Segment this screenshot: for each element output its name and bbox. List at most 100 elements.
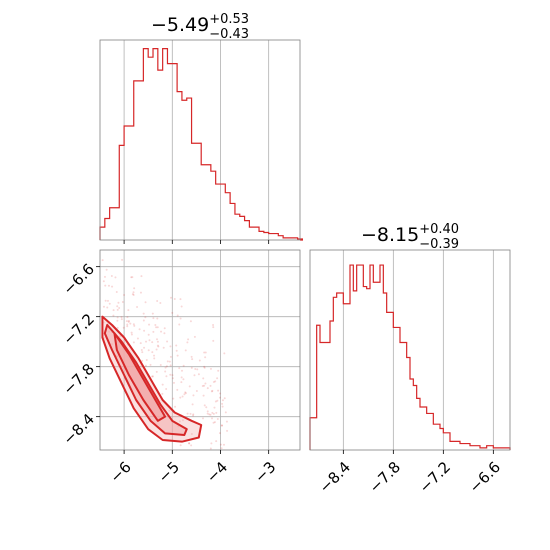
sample-point bbox=[179, 298, 182, 301]
sample-point bbox=[106, 299, 109, 302]
sample-point bbox=[212, 339, 215, 342]
sample-point bbox=[166, 360, 169, 363]
sample-point bbox=[152, 317, 155, 320]
sample-point bbox=[136, 306, 139, 309]
sample-point bbox=[141, 359, 144, 362]
sample-point bbox=[173, 298, 176, 301]
sample-point bbox=[175, 349, 178, 352]
sample-point bbox=[116, 319, 119, 322]
sample-point bbox=[212, 412, 215, 415]
sample-point bbox=[155, 370, 158, 373]
sample-point bbox=[192, 413, 195, 416]
sample-point bbox=[175, 344, 178, 347]
sample-point bbox=[120, 316, 123, 319]
sample-point bbox=[203, 351, 206, 354]
sample-point bbox=[226, 459, 228, 461]
sample-point bbox=[117, 301, 120, 304]
hist2-title: −8.15+0.40 bbox=[361, 222, 459, 246]
sample-point bbox=[205, 406, 208, 409]
sample-point bbox=[211, 389, 214, 392]
sample-point bbox=[219, 392, 222, 395]
sample-point bbox=[203, 366, 206, 369]
sample-point bbox=[155, 348, 158, 351]
sample-point bbox=[184, 349, 187, 352]
contour-xtick-label-3: −3 bbox=[251, 458, 279, 486]
sample-point bbox=[126, 316, 129, 319]
sample-point bbox=[206, 410, 209, 413]
sample-point bbox=[136, 337, 139, 340]
hist1-step-line bbox=[99, 48, 304, 241]
sample-point bbox=[121, 258, 124, 261]
sample-point bbox=[180, 305, 183, 308]
sample-point bbox=[224, 411, 227, 414]
sample-point bbox=[165, 375, 168, 378]
contour-ytick-label-3: −6.6 bbox=[60, 260, 98, 298]
sample-point bbox=[102, 305, 105, 308]
sample-point bbox=[118, 307, 121, 310]
sample-point bbox=[171, 311, 174, 314]
sample-point bbox=[126, 323, 129, 326]
sample-point bbox=[121, 301, 124, 304]
sample-point bbox=[106, 306, 109, 309]
sample-point bbox=[133, 324, 136, 327]
sample-point bbox=[132, 341, 135, 344]
sample-point bbox=[155, 326, 158, 329]
sample-point bbox=[164, 366, 167, 369]
sample-point bbox=[223, 397, 226, 400]
hist2-step-line bbox=[309, 264, 511, 450]
sample-point bbox=[147, 333, 150, 336]
sample-point bbox=[133, 287, 136, 290]
sample-point bbox=[183, 393, 186, 396]
sample-point bbox=[144, 316, 147, 319]
hist2-title-lower-error: −0.39 bbox=[419, 237, 459, 252]
hist1-frame bbox=[99, 39, 301, 241]
sample-point bbox=[212, 381, 215, 384]
sample-point bbox=[131, 293, 134, 296]
sample-point bbox=[122, 326, 125, 329]
sample-point bbox=[219, 443, 222, 446]
sample-point bbox=[211, 411, 214, 414]
sample-point bbox=[204, 382, 207, 385]
sample-point bbox=[215, 440, 218, 443]
sample-point bbox=[143, 329, 146, 332]
sample-point bbox=[127, 309, 130, 312]
sample-point bbox=[159, 364, 162, 367]
sample-point bbox=[139, 291, 142, 294]
sample-point bbox=[104, 299, 107, 302]
sample-point bbox=[190, 366, 193, 369]
sample-point bbox=[138, 328, 141, 331]
sample-point bbox=[196, 368, 199, 371]
contour-xtick-label-1: −5 bbox=[155, 458, 183, 486]
histogram-panel-2: −8.4 −7.8 −7.2 −6.6 −8.15+0.40−0.39 bbox=[309, 222, 511, 497]
sample-point bbox=[101, 259, 104, 262]
sample-point bbox=[194, 367, 197, 370]
sample-point bbox=[210, 390, 213, 393]
histogram-panel-1: −5.49+0.53−0.43 bbox=[99, 12, 304, 244]
sample-point bbox=[142, 319, 145, 322]
sample-point bbox=[188, 442, 191, 445]
sample-point bbox=[181, 369, 184, 372]
sample-point bbox=[212, 421, 215, 424]
sample-point bbox=[225, 420, 228, 423]
sample-point bbox=[151, 375, 154, 378]
contour-level-inner bbox=[113, 332, 167, 422]
sample-point bbox=[116, 326, 119, 329]
sample-point bbox=[169, 345, 172, 348]
contour-plot-area bbox=[101, 258, 229, 493]
sample-point bbox=[201, 385, 204, 388]
sample-point bbox=[182, 378, 185, 381]
sample-point bbox=[221, 399, 224, 402]
sample-point bbox=[190, 458, 192, 460]
sample-point bbox=[202, 377, 205, 380]
sample-point bbox=[132, 291, 135, 294]
sample-point bbox=[112, 309, 115, 312]
sample-point bbox=[188, 385, 191, 388]
sample-point bbox=[165, 388, 168, 391]
sample-point bbox=[116, 308, 119, 311]
sample-point bbox=[189, 412, 192, 415]
sample-point bbox=[202, 394, 205, 397]
sample-point bbox=[220, 491, 222, 493]
sample-point bbox=[192, 414, 195, 417]
sample-point bbox=[145, 340, 148, 343]
sample-point bbox=[217, 369, 220, 372]
